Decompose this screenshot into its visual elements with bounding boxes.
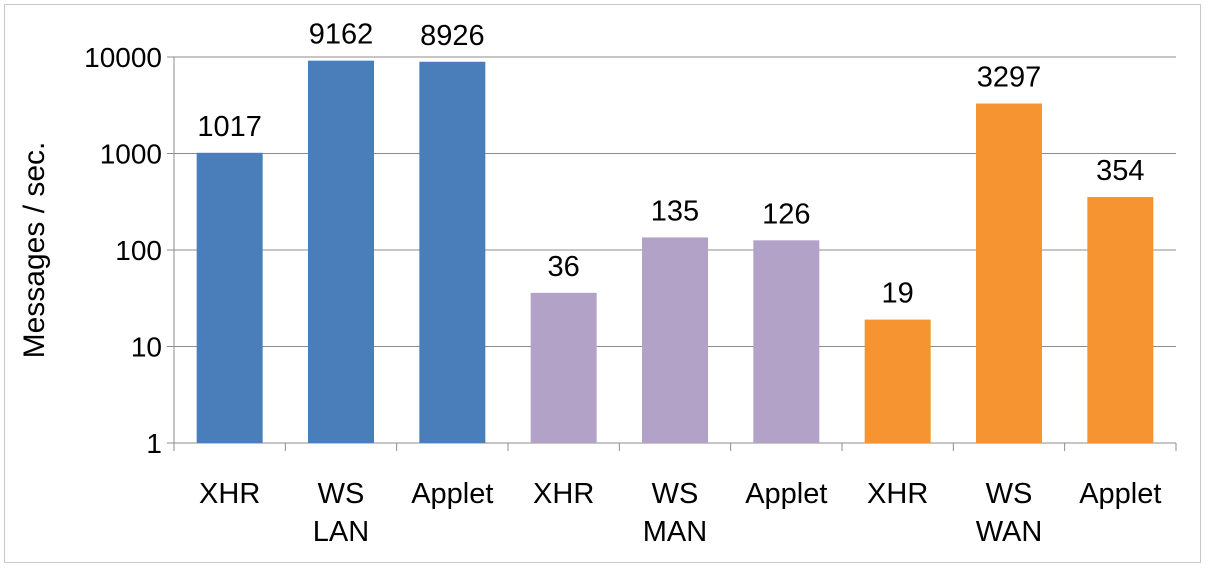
data-label: 135	[651, 195, 699, 227]
x-category-label: Applet	[745, 478, 827, 510]
bar	[308, 60, 374, 443]
chart-frame	[4, 4, 1201, 563]
bar	[196, 152, 263, 444]
x-group-label: MAN	[643, 516, 707, 548]
y-axis-label: Messages / sec.	[18, 142, 51, 359]
y-tick-label: 100	[115, 235, 162, 266]
x-group-labels: LAN MAN WAN	[313, 516, 1043, 548]
y-tick-labels: 1 10 100 1000 10000	[84, 42, 162, 459]
data-label: 9162	[309, 19, 374, 51]
x-category-label: Applet	[1079, 478, 1161, 510]
data-label: 126	[762, 198, 810, 230]
y-tick-label: 1	[146, 428, 162, 459]
bar	[753, 240, 820, 443]
data-label: 354	[1096, 155, 1144, 187]
x-category-labels: XHR WS Applet XHR WS Applet XHR WS Applet	[199, 478, 1161, 510]
x-category-label: WS	[652, 478, 699, 510]
bars	[196, 60, 1154, 444]
x-category-label: WS	[318, 478, 365, 510]
data-label: 1017	[197, 111, 262, 143]
y-tick-label: 10	[131, 332, 162, 363]
x-category-label: XHR	[199, 478, 260, 510]
x-group-label: LAN	[313, 516, 369, 548]
bar	[976, 103, 1042, 443]
x-category-label: Applet	[411, 478, 493, 510]
x-group-label: WAN	[976, 516, 1043, 548]
bar	[419, 61, 486, 444]
bar	[530, 292, 597, 443]
data-label: 8926	[420, 20, 485, 52]
data-label: 3297	[977, 62, 1042, 94]
data-label: 36	[548, 251, 580, 283]
x-category-label: XHR	[867, 478, 928, 510]
y-tick-label: 1000	[100, 139, 162, 170]
y-tick-label: 10000	[84, 42, 162, 73]
x-category-label: XHR	[533, 478, 594, 510]
x-category-label: WS	[986, 478, 1033, 510]
data-labels: 1017 9162 8926 36 135 126 19 3297 354	[197, 19, 1144, 310]
data-label: 19	[882, 278, 914, 310]
bar	[642, 237, 708, 443]
bar	[1087, 197, 1154, 443]
bar	[864, 319, 931, 443]
